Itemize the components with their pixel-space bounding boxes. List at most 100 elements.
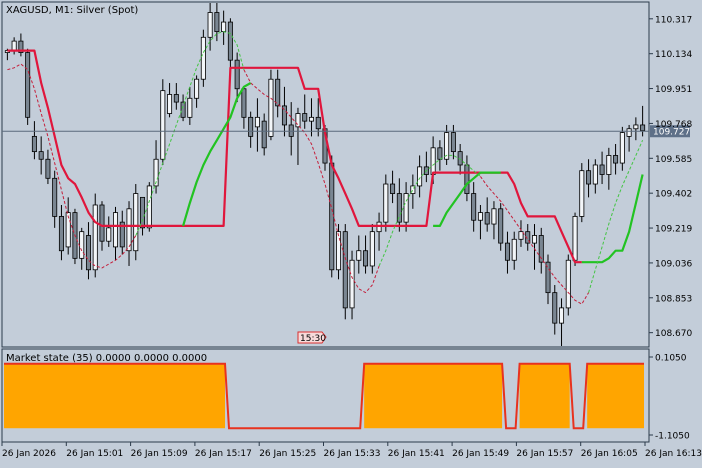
candle (417, 155, 423, 198)
price-axis-label: 108.853 (655, 294, 692, 304)
candle (167, 83, 173, 118)
candle-body (288, 124, 294, 137)
red-dashed-line (243, 69, 380, 294)
candle (180, 94, 186, 122)
candle-body (511, 238, 517, 261)
candle-body (613, 155, 619, 164)
candle (518, 220, 524, 247)
candle (613, 144, 619, 175)
candle (92, 193, 98, 278)
candle (18, 33, 24, 57)
candle-body (18, 40, 24, 53)
candle (227, 18, 233, 72)
price-axis-label: 109.219 (655, 225, 692, 235)
green-trend-line (182, 82, 252, 227)
candle-body (254, 116, 260, 128)
market-state-fill (519, 363, 570, 429)
candle (471, 182, 477, 232)
candle-body (38, 151, 44, 160)
candle-body (85, 235, 91, 271)
candle (153, 140, 159, 194)
indicator-lines (7, 31, 644, 305)
candle (288, 102, 294, 156)
market-state-fill (364, 363, 503, 429)
candle-body (302, 113, 308, 122)
time-marker[interactable]: 15:30 (297, 331, 327, 344)
candle-body (444, 132, 450, 160)
candle-body (477, 212, 483, 221)
red-dashed-line (479, 176, 590, 305)
candle (207, 3, 213, 51)
time-marker-tag (297, 331, 327, 344)
price-axis-label: 109.768 (655, 120, 692, 130)
candle-body (531, 235, 537, 244)
indicator-axis-label: -1.1050 (655, 432, 690, 442)
candle (126, 201, 132, 266)
candle-body (194, 78, 200, 99)
price-axis-label: 110.317 (655, 15, 692, 25)
candle-body (315, 116, 321, 130)
indicator-axis: 0.1050 -1.1050 (649, 354, 690, 442)
candle-body (491, 208, 497, 225)
candle (268, 69, 274, 141)
candle-body (403, 193, 409, 223)
candle-body (464, 164, 470, 194)
candle (308, 98, 314, 137)
candle (295, 107, 301, 165)
candle (477, 204, 483, 240)
candle (511, 231, 517, 270)
candle-body (180, 101, 186, 118)
candle (65, 197, 71, 255)
candle (538, 227, 544, 274)
candle (559, 298, 565, 346)
candle (484, 197, 490, 232)
candle (342, 224, 348, 320)
candle-body (126, 208, 132, 252)
candle-body (308, 116, 314, 122)
candle (586, 159, 592, 198)
candle (200, 29, 206, 87)
candle (396, 178, 402, 232)
candle (52, 170, 58, 228)
candle (491, 201, 497, 240)
candle-body (58, 216, 64, 252)
price-axis-label: 109.951 (655, 85, 692, 95)
candle (369, 224, 375, 274)
candle-body (234, 59, 240, 90)
candle-body (579, 170, 585, 217)
candle (403, 182, 409, 232)
price-axis-label: 110.134 (655, 50, 692, 60)
candle (261, 113, 267, 156)
candle (146, 182, 152, 232)
candle (565, 254, 571, 316)
time-axis-label: 26 Jan 16:05 (581, 449, 638, 459)
candle (302, 94, 308, 129)
candle (606, 147, 612, 190)
candle (531, 224, 537, 270)
candle-body (221, 21, 227, 32)
green-dashed-line (378, 154, 481, 267)
candle (552, 285, 558, 335)
current-price-label: 109.727 (653, 128, 690, 138)
candle-body (484, 212, 490, 225)
candle (140, 196, 146, 236)
time-axis-label: 26 Jan 16:13 (645, 449, 702, 459)
candle (336, 224, 342, 280)
candle-body (261, 120, 267, 149)
indicator-title: Market state (35) 0.0000 0.0000 0.0000 (6, 353, 207, 364)
candle (525, 224, 531, 251)
candle-body (153, 158, 159, 187)
candle-body (640, 124, 646, 132)
candle-body (92, 204, 98, 271)
time-axis-label: 26 Jan 15:09 (131, 449, 188, 459)
candle (25, 48, 31, 125)
candle (113, 206, 119, 261)
candle (437, 140, 443, 171)
candle-body (119, 221, 125, 248)
market-state-line (4, 362, 644, 430)
candle-body (471, 193, 477, 221)
price-axis-label: 109.402 (655, 190, 692, 200)
candle-body (336, 231, 342, 271)
candle-body (626, 128, 632, 137)
